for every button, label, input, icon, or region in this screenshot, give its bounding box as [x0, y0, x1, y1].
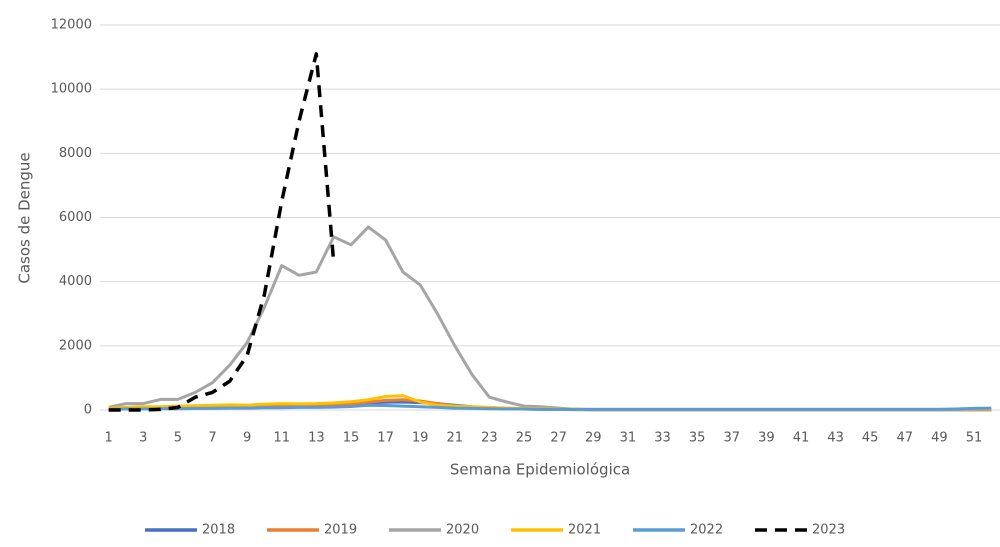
x-tick-label: 29 [585, 431, 602, 446]
x-tick-label: 33 [654, 431, 671, 446]
x-tick-label: 47 [897, 431, 914, 446]
x-tick-label: 1 [105, 431, 113, 446]
legend-label: 2022 [690, 523, 723, 538]
x-tick-label: 25 [516, 431, 533, 446]
x-tick-label: 43 [827, 431, 844, 446]
y-axis-label: Casos de Dengue [16, 152, 34, 283]
x-tick-label: 5 [174, 431, 182, 446]
legend-label: 2021 [568, 523, 601, 538]
x-tick-label: 19 [412, 431, 429, 446]
y-tick-label: 8000 [59, 146, 92, 161]
x-tick-label: 41 [793, 431, 810, 446]
x-tick-label: 37 [723, 431, 740, 446]
line-series [108, 225, 992, 412]
y-tick-label: 10000 [51, 82, 92, 97]
x-tick-label: 17 [377, 431, 394, 446]
legend-label: 2020 [446, 523, 479, 538]
legend-label: 2018 [202, 523, 235, 538]
x-tick-label: 7 [208, 431, 216, 446]
legend-label: 2019 [324, 523, 357, 538]
x-tick-label: 27 [550, 431, 567, 446]
x-tick-label: 15 [343, 431, 360, 446]
x-tick-label: 51 [966, 431, 983, 446]
x-tick-label: 45 [862, 431, 879, 446]
x-tick-label: 31 [620, 431, 637, 446]
x-tick-label: 3 [139, 431, 147, 446]
legend-label: 2023 [812, 523, 845, 538]
y-tick-label: 12000 [51, 18, 92, 33]
x-tick-label: 21 [447, 431, 464, 446]
x-tick-label: 35 [689, 431, 706, 446]
y-tick-label: 2000 [59, 338, 92, 353]
line-series [108, 52, 336, 412]
x-tick-label: 13 [308, 431, 325, 446]
x-tick-label: 39 [758, 431, 775, 446]
x-tick-label: 49 [931, 431, 948, 446]
x-tick-label: 11 [273, 431, 290, 446]
x-axis-label: Semana Epidemiológica [450, 461, 630, 479]
x-tick-label: 23 [481, 431, 498, 446]
y-tick-label: 6000 [59, 210, 92, 225]
y-tick-label: 0 [84, 403, 92, 418]
y-tick-label: 4000 [59, 274, 92, 289]
line-series [108, 403, 992, 411]
x-tick-label: 9 [243, 431, 251, 446]
